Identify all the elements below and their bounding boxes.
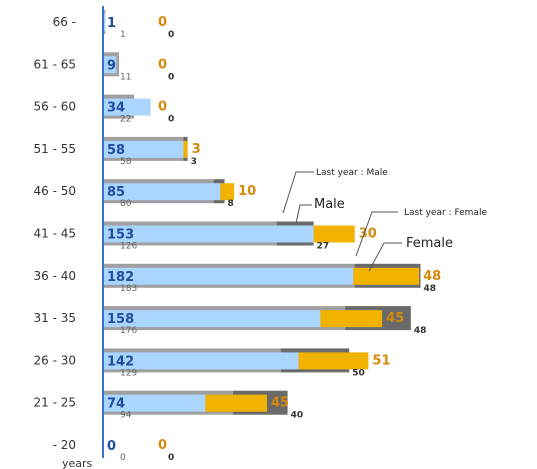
category-label: 66 - bbox=[53, 15, 76, 29]
data-label-male: 142 bbox=[107, 354, 134, 369]
bar-male bbox=[104, 225, 314, 243]
unit-label: years bbox=[62, 457, 93, 469]
data-label-last-year-female: 0 bbox=[168, 453, 174, 463]
bar-male bbox=[104, 140, 184, 158]
legend-label-last-year-female: Last year : Female bbox=[404, 208, 487, 218]
data-label-female: 0 bbox=[158, 15, 167, 30]
data-label-last-year-female: 48 bbox=[414, 326, 427, 336]
legend-label-male: Male bbox=[314, 197, 345, 212]
legend-label-female: Female bbox=[406, 236, 453, 251]
bar-male bbox=[104, 267, 354, 285]
legend: Last year : Male Male Last year : Female… bbox=[282, 168, 487, 272]
data-label-male: 34 bbox=[107, 101, 125, 116]
data-label-last-year-male: 1 bbox=[120, 30, 126, 40]
data-label-last-year-female: 27 bbox=[317, 242, 330, 252]
category-label: 41 - 45 bbox=[34, 227, 77, 241]
data-label-last-year-male: 11 bbox=[120, 72, 131, 82]
data-label-last-year-female: 40 bbox=[291, 411, 304, 421]
data-label-last-year-male: 58 bbox=[120, 157, 132, 167]
category-label: 31 - 35 bbox=[34, 311, 77, 325]
data-label-male: 0 bbox=[107, 439, 116, 454]
data-label-male: 9 bbox=[107, 58, 116, 73]
category-label: 36 - 40 bbox=[34, 269, 77, 283]
data-label-female: 45 bbox=[386, 311, 404, 326]
category-label: 21 - 25 bbox=[34, 396, 77, 410]
bar-female bbox=[353, 267, 420, 285]
data-label-male: 1 bbox=[107, 16, 116, 31]
bar-female bbox=[205, 394, 268, 412]
bar-male bbox=[104, 183, 221, 201]
data-label-female: 30 bbox=[359, 227, 377, 242]
bar-female bbox=[313, 225, 355, 243]
bar-female bbox=[220, 183, 235, 201]
data-label-male: 58 bbox=[107, 143, 125, 158]
legend-leader-female bbox=[368, 242, 402, 272]
data-label-female: 48 bbox=[423, 269, 441, 284]
legend-leader-last-year-male bbox=[282, 171, 314, 214]
data-label-female: 0 bbox=[158, 438, 167, 453]
data-label-female: 0 bbox=[158, 57, 167, 72]
data-label-last-year-male: 80 bbox=[120, 199, 132, 209]
category-label: 51 - 55 bbox=[34, 142, 77, 156]
legend-leader-male bbox=[295, 204, 312, 224]
data-label-last-year-female: 3 bbox=[191, 157, 197, 167]
data-label-last-year-female: 8 bbox=[228, 199, 234, 209]
labels-layer: 66 -1 01 061 - 65 9 011 056 - 60 34 022 051 - 55… bbox=[34, 15, 442, 463]
category-label: 56 - 60 bbox=[34, 100, 77, 114]
data-label-last-year-male: 94 bbox=[120, 411, 132, 421]
category-label: 46 - 50 bbox=[34, 184, 77, 198]
bar-male bbox=[104, 14, 106, 31]
bar-male bbox=[104, 310, 321, 328]
bar-male bbox=[104, 352, 299, 370]
bar-female bbox=[298, 352, 369, 370]
data-label-female: 45 bbox=[271, 396, 289, 411]
legend-leader-last-year-female bbox=[355, 211, 398, 257]
data-label-male: 158 bbox=[107, 312, 134, 327]
bar-male bbox=[104, 98, 151, 116]
category-label: 26 - 30 bbox=[34, 353, 77, 367]
data-label-last-year-male: 176 bbox=[120, 326, 137, 336]
data-label-last-year-male: 22 bbox=[120, 115, 131, 125]
data-label-last-year-female: 0 bbox=[168, 30, 174, 40]
data-label-last-year-female: 0 bbox=[168, 115, 174, 125]
data-label-male: 182 bbox=[107, 270, 134, 285]
data-label-female: 10 bbox=[238, 184, 256, 199]
data-label-last-year-male: 126 bbox=[120, 242, 137, 252]
data-label-female: 51 bbox=[372, 353, 390, 368]
bar-male bbox=[104, 56, 117, 74]
data-label-last-year-female: 50 bbox=[352, 368, 365, 378]
data-label-female: 0 bbox=[158, 100, 167, 115]
data-label-last-year-male: 0 bbox=[120, 453, 126, 463]
category-label: - 20 bbox=[53, 438, 76, 452]
bars-layer bbox=[104, 10, 421, 415]
data-label-last-year-female: 0 bbox=[168, 72, 174, 82]
legend-label-last-year-male: Last year : Male bbox=[316, 168, 388, 178]
data-label-male: 153 bbox=[107, 228, 134, 243]
data-label-last-year-male: 129 bbox=[120, 368, 137, 378]
bar-male bbox=[104, 394, 206, 412]
bar-female bbox=[183, 140, 188, 158]
category-label: 61 - 65 bbox=[34, 57, 77, 71]
data-label-last-year-male: 183 bbox=[120, 284, 137, 294]
data-label-male: 74 bbox=[107, 397, 125, 412]
data-label-male: 85 bbox=[107, 185, 125, 200]
data-label-last-year-female: 48 bbox=[423, 284, 436, 294]
bar-female bbox=[320, 310, 383, 328]
data-label-female: 3 bbox=[192, 142, 201, 157]
